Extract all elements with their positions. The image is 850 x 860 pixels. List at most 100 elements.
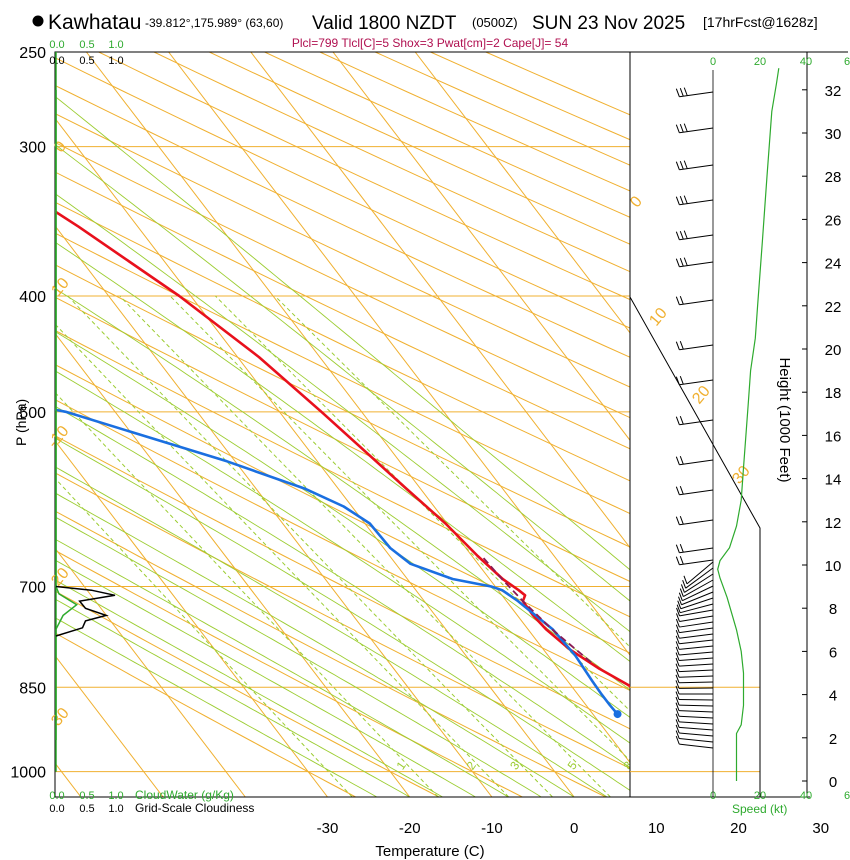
- wind-barb-flag: [679, 375, 684, 385]
- wind-barb: [679, 344, 714, 351]
- dry-adiabat-line: [55, 363, 630, 654]
- wind-barb-flag: [680, 584, 685, 593]
- dry-adiabat-line: [55, 296, 630, 583]
- wind-barb-flag: [675, 702, 680, 711]
- mixing-ratio-line: [119, 295, 611, 797]
- wind-barb-flag: [675, 696, 680, 706]
- wind-barb: [679, 663, 714, 667]
- isotherm-line: [55, 439, 328, 797]
- wind-barb-flag: [683, 230, 688, 239]
- wind-barb-flag: [679, 415, 684, 425]
- chart-header: Kawhatau -39.812°,175.989° (63,60) Valid…: [32, 11, 818, 50]
- height-tick-label: 10: [825, 558, 842, 575]
- dry-adiabat-line: [55, 632, 356, 797]
- wind-barb-flag: [675, 544, 680, 553]
- moist-adiabat-line: [55, 370, 630, 744]
- dry-adiabat-line: [55, 232, 630, 515]
- wind-barb: [686, 561, 714, 585]
- x-tick-label: -30: [317, 820, 339, 837]
- wind-barb-flag: [675, 231, 680, 240]
- wind-barb-flag: [683, 257, 688, 266]
- wind-barb-flag: [675, 258, 680, 267]
- isotherm-line: [55, 654, 164, 797]
- wind-barb: [678, 704, 714, 707]
- wind-barb-flag: [678, 592, 683, 601]
- y-axis-label: P (hPa): [13, 399, 29, 446]
- wind-barb-flag: [678, 596, 682, 605]
- wind-barb: [679, 419, 714, 426]
- wind-barb: [679, 91, 714, 98]
- moist-adiabat-line: [55, 516, 542, 797]
- cloudiness-tick: 0.5: [79, 55, 94, 67]
- height-tick-label: 32: [825, 83, 842, 100]
- wind-barb: [680, 603, 714, 614]
- height-axis-label: Height (1000 Feet): [776, 357, 793, 482]
- wind-barb-flag: [679, 87, 684, 97]
- wind-barb-flag: [683, 575, 688, 585]
- y-tick-label: 300: [19, 140, 46, 157]
- mixing-ratio-label: 2: [464, 759, 479, 773]
- wind-barb-flag: [679, 257, 684, 267]
- valid-date: SUN 23 Nov 2025: [532, 13, 685, 34]
- wind-barb: [679, 164, 714, 171]
- height-tick-label: 20: [825, 342, 842, 359]
- wind-barb: [679, 715, 714, 719]
- wind-barb: [679, 710, 714, 713]
- series-temperature-line: [55, 209, 630, 688]
- wind-barb-flag: [679, 515, 684, 525]
- y-tick-label: 700: [19, 580, 46, 597]
- wind-barb-flag: [675, 674, 680, 683]
- wind-barb-flag: [675, 646, 680, 656]
- moist-adiabat-line: [55, 492, 575, 797]
- wind-barb: [679, 127, 714, 134]
- wind-barb: [679, 234, 714, 241]
- speed-tick: 6: [844, 790, 850, 802]
- y-tick-label: 250: [19, 45, 46, 62]
- wind-barb-flag: [675, 613, 680, 622]
- wind-barb-flag: [679, 160, 684, 170]
- wind-barb-flag: [675, 641, 680, 650]
- moist-adiabat-line: [55, 193, 630, 633]
- cloudiness-tick: 0.5: [79, 803, 94, 815]
- moist-adiabat-line: [55, 241, 630, 663]
- cloudiness-tick: 1.0: [108, 55, 123, 67]
- wind-barb: [679, 743, 714, 749]
- isotherm-line: [250, 52, 630, 549]
- wind-barb: [679, 675, 714, 678]
- x-tick-label: -10: [481, 820, 503, 837]
- height-tick-label: 12: [825, 515, 842, 532]
- wind-barb: [682, 585, 714, 602]
- background-lines: 1 2 3 5 8 12 20: [55, 52, 635, 797]
- wind-barb-flag: [679, 340, 684, 350]
- wind-barbs: [675, 87, 714, 749]
- cloudiness-tick: 1.0: [108, 803, 123, 815]
- dry-adiabat-line: [55, 113, 630, 388]
- wind-barb-flag: [675, 556, 680, 565]
- moist-adiabat-line: [55, 617, 378, 797]
- cloudwater-tick: 0.5: [79, 790, 94, 802]
- moist-adiabat-line: [55, 559, 476, 797]
- dry-adiabat-line: [55, 201, 630, 482]
- wind-barb-flag: [679, 543, 684, 553]
- isotherm-label: 30: [729, 463, 754, 488]
- mixing-ratio-label: 5: [565, 759, 580, 773]
- wind-barb-flag: [683, 123, 688, 132]
- isotherm-label: 30: [48, 705, 73, 730]
- wind-barb: [681, 591, 714, 606]
- bottom-legend: CloudWater (g/Kg) Grid-Scale Cloudiness …: [135, 788, 787, 816]
- dry-adiabat-line: [55, 590, 440, 797]
- speed-tick: 0: [710, 56, 716, 68]
- profiles: [55, 209, 630, 719]
- isotherm-line: [55, 117, 575, 797]
- y-tick-label: 1000: [10, 765, 46, 782]
- dry-adiabat-line: [55, 171, 630, 450]
- isotherm-line: [414, 52, 630, 334]
- wind-barb-flag: [675, 124, 680, 133]
- speed-tick: 40: [800, 790, 812, 802]
- dry-adiabat-line: [55, 264, 630, 548]
- cloudwater-label: CloudWater (g/Kg): [135, 788, 234, 802]
- mixing-ratio-label: 8: [620, 759, 635, 773]
- wind-barb-flag: [675, 618, 680, 628]
- x-axis-label: Temperature (C): [375, 843, 484, 860]
